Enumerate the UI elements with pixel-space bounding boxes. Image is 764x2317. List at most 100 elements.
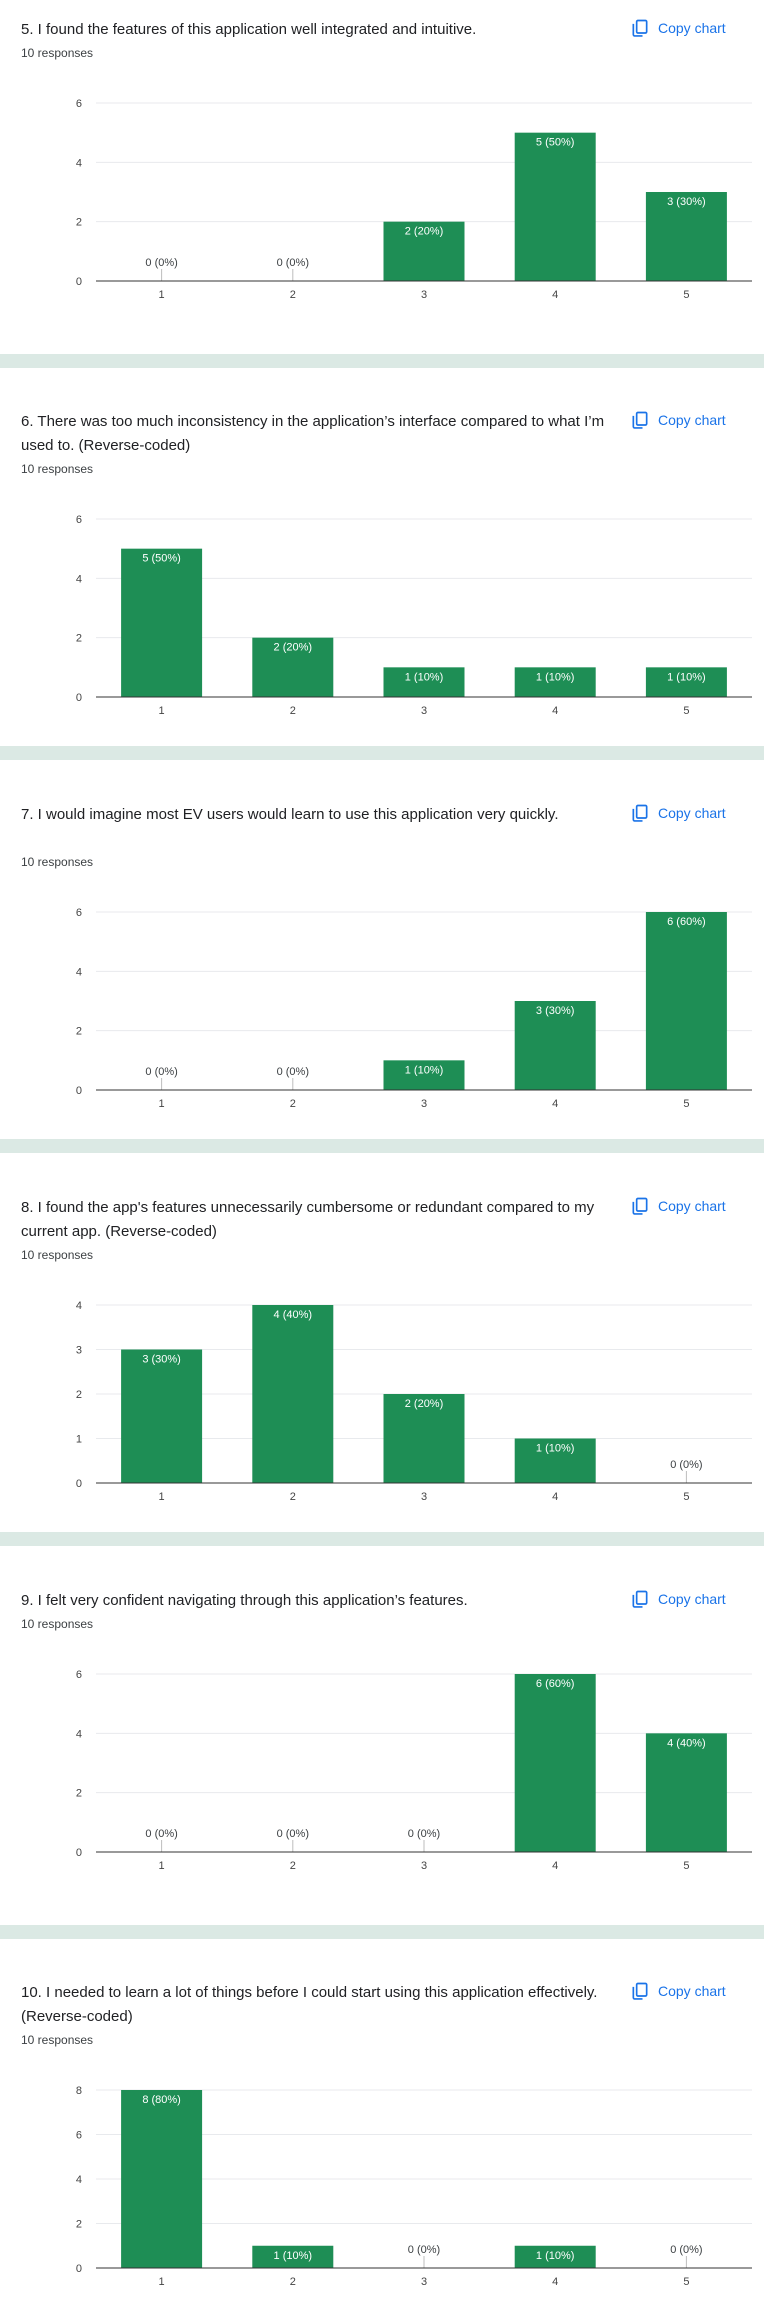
x-tick-label: 3: [421, 2276, 427, 2288]
bar: [383, 221, 465, 281]
copy-chart-button[interactable]: Copy chart: [630, 16, 726, 40]
bar-data-label: 1 (10%): [405, 671, 444, 683]
copy-chart-button[interactable]: Copy chart: [630, 1587, 726, 1611]
x-tick-label: 2: [290, 2276, 296, 2288]
bar: [121, 548, 203, 697]
x-tick-label: 3: [421, 1098, 427, 1110]
x-tick-label: 1: [159, 289, 165, 301]
bar: [252, 2245, 334, 2268]
response-count: 10 responses: [21, 46, 94, 60]
copy-icon: [632, 19, 648, 37]
x-tick-label: 2: [290, 1098, 296, 1110]
copy-chart-label: Copy chart: [658, 1591, 726, 1607]
y-tick-label: 6: [76, 514, 82, 526]
bar-data-label: 4 (40%): [667, 1737, 706, 1749]
question-title: 5. I found the features of this applicat…: [21, 21, 477, 38]
bar-chart: 0 2 4 6 0 (0%) 1 0 (0%) 2 0 (0%) 3 6 (60%) 4 4 (40%)…: [76, 1669, 752, 1872]
x-tick-label: 3: [421, 1491, 427, 1503]
x-tick-label: 3: [421, 1860, 427, 1872]
bar-data-label: 1 (10%): [667, 671, 706, 683]
x-tick-label: 5: [683, 1491, 689, 1503]
y-tick-label: 2: [76, 1788, 82, 1800]
x-tick-label: 1: [159, 2276, 165, 2288]
y-tick-label: 4: [76, 1728, 82, 1740]
question-title: 8. I found the app's features unnecessar…: [21, 1199, 595, 1240]
y-tick-label: 0: [76, 1085, 82, 1097]
bar: [252, 1305, 334, 1483]
copy-chart-label: Copy chart: [658, 805, 726, 821]
x-tick-label: 4: [552, 289, 558, 301]
y-tick-label: 0: [76, 2263, 82, 2275]
bar-data-label: 0 (0%): [145, 1828, 177, 1840]
x-tick-label: 4: [552, 1098, 558, 1110]
y-tick-label: 0: [76, 1478, 82, 1490]
bar: [514, 667, 596, 697]
question-title: 6. There was too much inconsistency in t…: [21, 413, 605, 454]
x-tick-label: 5: [683, 1098, 689, 1110]
bar-data-label: 0 (0%): [670, 2244, 702, 2256]
bar-data-label: 3 (30%): [667, 196, 706, 208]
question-card: 8. I found the app's features unnecessar…: [0, 1178, 764, 1532]
copy-icon: [632, 411, 648, 429]
bar-data-label: 0 (0%): [277, 257, 309, 269]
x-tick-label: 1: [159, 1098, 165, 1110]
bar-data-label: 5 (50%): [536, 137, 575, 149]
bar-data-label: 0 (0%): [277, 1066, 309, 1078]
question-card: 9. I felt very confident navigating thro…: [0, 1571, 764, 1925]
card-separator: [0, 1532, 764, 1546]
bar-data-label: 0 (0%): [277, 1828, 309, 1840]
x-tick-label: 4: [552, 1491, 558, 1503]
bar: [252, 637, 334, 697]
bar-chart: 0 2 4 6 0 (0%) 1 0 (0%) 2 1 (10%) 3 3 (30%) 4 6 (60%…: [76, 907, 752, 1110]
question-card: 5. I found the features of this applicat…: [0, 0, 764, 354]
x-tick-label: 2: [290, 289, 296, 301]
y-tick-label: 4: [76, 2174, 82, 2186]
response-count: 10 responses: [21, 1617, 94, 1631]
bar-data-label: 1 (10%): [405, 1064, 444, 1076]
copy-chart-button[interactable]: Copy chart: [630, 408, 726, 432]
bar: [514, 1674, 596, 1852]
response-count: 10 responses: [21, 855, 94, 869]
y-tick-label: 1: [76, 1434, 82, 1446]
copy-chart-label: Copy chart: [658, 1198, 726, 1214]
bar-chart: 0 2 4 6 5 (50%) 1 2 (20%) 2 1 (10%) 3 1 (10%) 4 1 (1…: [76, 514, 752, 717]
bar-data-label: 0 (0%): [408, 2244, 440, 2256]
question-card: 7. I would imagine most EV users would l…: [0, 785, 764, 1139]
y-tick-label: 2: [76, 1389, 82, 1401]
copy-chart-button[interactable]: Copy chart: [630, 801, 726, 825]
bar-data-label: 0 (0%): [145, 257, 177, 269]
copy-chart-button[interactable]: Copy chart: [630, 1979, 726, 2003]
bar: [645, 192, 727, 281]
bar: [645, 912, 727, 1090]
y-tick-label: 6: [76, 2130, 82, 2142]
x-tick-label: 4: [552, 1860, 558, 1872]
bar-data-label: 1 (10%): [536, 1443, 575, 1455]
bar-data-label: 3 (30%): [536, 1005, 575, 1017]
copy-chart-button[interactable]: Copy chart: [630, 1194, 726, 1218]
x-tick-label: 2: [290, 705, 296, 717]
bar-data-label: 0 (0%): [670, 1459, 702, 1471]
bar: [121, 2090, 203, 2268]
bar-data-label: 5 (50%): [142, 553, 181, 565]
bar-data-label: 4 (40%): [274, 1309, 313, 1321]
question-title: 9. I felt very confident navigating thro…: [21, 1592, 468, 1609]
y-tick-label: 4: [76, 966, 82, 978]
card-separator: [0, 1925, 764, 1939]
y-tick-label: 0: [76, 692, 82, 704]
bar-data-label: 1 (10%): [274, 2250, 313, 2262]
x-tick-label: 5: [683, 289, 689, 301]
bar-data-label: 6 (60%): [667, 916, 706, 928]
bar: [645, 1733, 727, 1852]
y-tick-label: 0: [76, 276, 82, 288]
bar: [514, 1438, 596, 1483]
copy-chart-label: Copy chart: [658, 412, 726, 428]
bar-chart: 0 2 4 6 0 (0%) 1 0 (0%) 2 2 (20%) 3 5 (50%) 4 3 (30%…: [76, 98, 752, 301]
card-separator: [0, 746, 764, 760]
bar: [383, 1060, 465, 1090]
question-title: 10. I needed to learn a lot of things be…: [21, 1984, 598, 2025]
x-tick-label: 1: [159, 1860, 165, 1872]
y-tick-label: 4: [76, 157, 82, 169]
copy-icon: [632, 1982, 648, 2000]
y-tick-label: 2: [76, 217, 82, 229]
bar-data-label: 6 (60%): [536, 1678, 575, 1690]
